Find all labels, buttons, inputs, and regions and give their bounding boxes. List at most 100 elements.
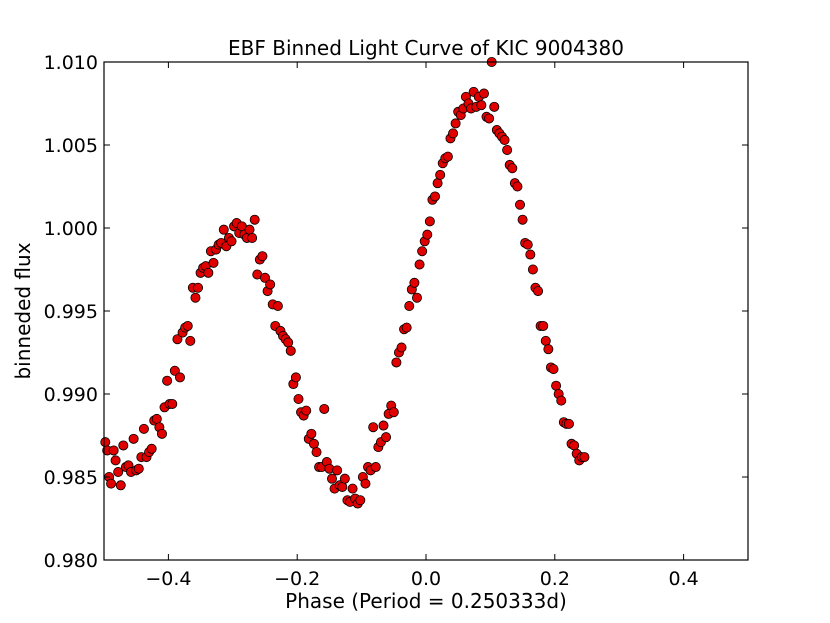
data-point (182, 320, 193, 331)
data-point (540, 335, 551, 346)
data-point (265, 279, 276, 290)
data-point (435, 169, 446, 180)
data-point (290, 372, 301, 383)
data-point (548, 364, 559, 375)
data-point (172, 334, 183, 345)
data-point (360, 478, 371, 489)
data-point (301, 405, 312, 416)
data-point (448, 128, 459, 139)
x-tick-label: 0.4 (668, 568, 698, 590)
data-point (226, 236, 237, 247)
y-tick-label: 1.000 (44, 218, 98, 240)
data-point (285, 345, 296, 356)
x-tick-label: −0.2 (274, 568, 320, 590)
data-point (388, 407, 399, 418)
data-point (259, 272, 270, 283)
data-point (450, 118, 461, 129)
data-point (283, 337, 294, 348)
y-tick-label: 0.980 (44, 550, 98, 572)
data-point (569, 440, 580, 451)
data-point (525, 249, 536, 260)
data-point (538, 320, 549, 331)
data-point (409, 277, 420, 288)
data-point (128, 433, 139, 444)
data-point (272, 301, 283, 312)
y-tick-label: 1.010 (44, 52, 98, 74)
data-point (368, 422, 379, 433)
data-point (193, 282, 204, 293)
data-point (417, 246, 428, 257)
data-point (507, 163, 518, 174)
data-point (517, 214, 528, 225)
y-axis-ticks: 0.980 0.985 0.990 0.995 1.000 1.005 1.010 (44, 52, 748, 572)
data-point (218, 224, 229, 235)
data-point (411, 292, 422, 303)
data-point (551, 380, 562, 391)
data-point (401, 322, 412, 333)
data-point (306, 428, 317, 439)
data-point (203, 267, 214, 278)
data-point (370, 462, 381, 473)
data-point (337, 481, 348, 492)
data-point (424, 216, 435, 227)
data-point (484, 113, 495, 124)
data-point (533, 286, 544, 297)
data-point (174, 372, 185, 383)
data-point (118, 440, 129, 451)
data-point (442, 151, 453, 162)
data-point (110, 455, 121, 466)
data-point (332, 465, 343, 476)
x-tick-label: 0.2 (540, 568, 570, 590)
data-point (404, 301, 415, 312)
data-point (414, 259, 425, 270)
data-point (138, 423, 149, 434)
data-point (563, 418, 574, 429)
data-point (319, 403, 330, 414)
data-point (489, 101, 500, 112)
data-point (512, 181, 523, 192)
data-point (422, 229, 433, 240)
data-point (381, 432, 392, 443)
data-point (355, 495, 366, 506)
data-point (339, 473, 350, 484)
data-point (308, 438, 319, 449)
data-point (108, 445, 119, 456)
data-point (502, 144, 513, 155)
data-point (499, 135, 510, 146)
data-point (100, 437, 111, 448)
y-tick-label: 1.005 (44, 135, 98, 157)
x-tick-label: −0.4 (145, 568, 191, 590)
data-point (185, 335, 196, 346)
data-point (476, 100, 487, 111)
data-point (190, 292, 201, 303)
data-point (257, 251, 268, 262)
data-point (244, 224, 255, 235)
data-point (378, 420, 389, 431)
data-point (146, 443, 157, 454)
data-point (249, 214, 260, 225)
data-point (293, 393, 304, 404)
data-point (167, 398, 178, 409)
data-point (522, 239, 533, 250)
x-axis-label: Phase (Period = 0.250333d) (285, 589, 567, 613)
chart-title: EBF Binned Light Curve of KIC 9004380 (228, 36, 624, 60)
data-point (311, 447, 322, 458)
data-point (208, 257, 219, 268)
data-point (527, 264, 538, 275)
y-tick-label: 0.995 (44, 301, 98, 323)
data-point (106, 478, 117, 489)
data-point (347, 483, 358, 494)
data-point (169, 365, 180, 376)
data-point (247, 232, 258, 243)
data-point (326, 473, 337, 484)
x-tick-label: 0.0 (411, 568, 441, 590)
data-point (151, 413, 162, 424)
data-point (579, 452, 590, 463)
data-point (156, 428, 167, 439)
data-point (515, 199, 526, 210)
data-point (478, 88, 489, 99)
y-tick-label: 0.985 (44, 467, 98, 489)
data-point (543, 344, 554, 355)
